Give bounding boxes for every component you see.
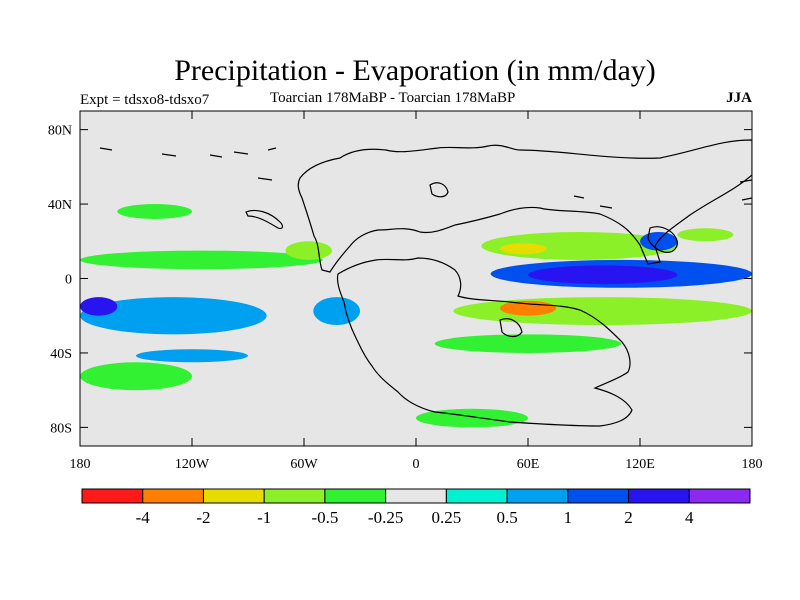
colorbar-label: 0.25 (431, 508, 461, 527)
y-tick-label: 0 (65, 273, 72, 288)
y-axis: 80N 40N 0 40S 80S (48, 124, 752, 436)
y-tick-label: 80S (50, 421, 72, 436)
field-region-south-midlat-wet (136, 349, 248, 363)
colorbar-swatch (202, 488, 265, 504)
colorbar-swatch (142, 488, 204, 504)
field-region-tethys-dry-core (499, 243, 547, 255)
x-tick-label: 120W (175, 457, 210, 472)
field-region-central-america-dry (285, 241, 332, 260)
colorbar-label: -2 (196, 508, 210, 527)
x-tick-label: 0 (413, 457, 420, 472)
colorbar-swatch (506, 488, 569, 504)
colorbar-label: 1 (564, 508, 573, 527)
field-region-south-pacific-wet (80, 297, 267, 335)
x-tick-label: 180 (742, 457, 763, 472)
x-tick-label: 60E (517, 457, 540, 472)
coastline-south-inlet (499, 318, 523, 338)
coastline-fragments (99, 147, 752, 209)
x-tick-label: 180 (70, 457, 91, 472)
colorbar-label: 0.5 (496, 508, 517, 527)
colorbar-label: -1 (257, 508, 271, 527)
y-tick-label: 40S (50, 347, 72, 362)
field-region-south-midlat-dry (80, 362, 192, 391)
experiment-label: Expt = tdsxo8-tdsxo7 (80, 92, 210, 108)
colorbar-swatch (385, 488, 447, 504)
y-tick-label: 40N (48, 198, 72, 213)
field-region-australia-coast-dry (434, 334, 622, 353)
coastline-layer (99, 139, 752, 427)
field-layer (80, 204, 752, 428)
colorbar-label: 2 (624, 508, 633, 527)
field-region-northwest-pacific-dry (677, 228, 734, 242)
x-tick-label: 120E (625, 457, 655, 472)
colorbar-swatch (688, 488, 751, 504)
colorbar-label: -4 (136, 508, 151, 527)
colorbar-label: -0.5 (311, 508, 338, 527)
coastline-laurasia (297, 139, 752, 273)
field-region-east-pacific-wet (313, 297, 360, 326)
x-tick-label: 60W (290, 457, 318, 472)
chart-title: Precipitation - Evaporation (in mm/day) (174, 54, 656, 87)
x-axis: 180 120W 60W 0 60E 120E 180 (70, 111, 763, 472)
coastline-east-island (647, 226, 678, 253)
colorbar-label: 4 (685, 508, 694, 527)
coastline-arc (245, 209, 284, 230)
colorbar-swatch (628, 488, 690, 504)
field-region-south-pacific-wet-core (80, 297, 118, 316)
colorbar: -4 -2 -1 -0.5 -0.25 0.25 0.5 1 2 4 (81, 488, 751, 527)
coastline-gondwana (336, 257, 633, 427)
colorbar-label: -0.25 (368, 508, 403, 527)
field-region-north-pacific-itcz-wet (80, 250, 323, 270)
y-tick-label: 80N (48, 124, 72, 139)
colorbar-swatch (567, 488, 630, 504)
colorbar-swatch (445, 488, 508, 504)
season-label: JJA (726, 90, 752, 106)
colorbar-swatch (263, 488, 326, 504)
field-region-north-midlat-dry (117, 204, 192, 219)
coastline-inlet (429, 182, 449, 198)
field-region-tethys-wet-core (528, 265, 678, 285)
colorbar-swatch (324, 488, 387, 504)
period-label: Toarcian 178MaBP - Toarcian 178MaBP (270, 90, 516, 106)
colorbar-swatch (81, 488, 144, 504)
field-region-south-tethys-dry-core (500, 300, 556, 316)
